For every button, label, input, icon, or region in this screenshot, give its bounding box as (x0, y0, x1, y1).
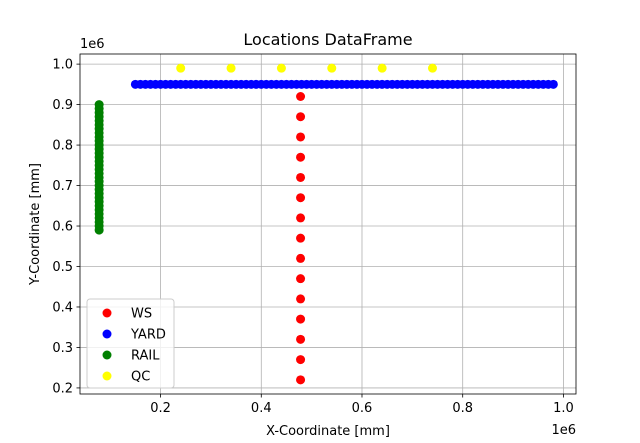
y-tick-label: 0.7 (52, 179, 73, 194)
ws-point (296, 152, 306, 162)
legend-marker-ws (102, 308, 112, 318)
y-tick-label: 0.5 (52, 260, 73, 275)
legend-label-ws: WS (131, 307, 152, 322)
qc-point (427, 63, 437, 73)
ws-point (296, 253, 306, 263)
y-tick-label: 0.9 (52, 98, 73, 113)
legend-label-qc: QC (131, 370, 150, 385)
ws-point (296, 334, 306, 344)
qc-point (226, 63, 236, 73)
data-points (94, 63, 558, 385)
qc-point (377, 63, 387, 73)
x-tick-label: 0.6 (352, 401, 373, 416)
legend-label-yard: YARD (130, 328, 166, 343)
ws-point (296, 172, 306, 182)
y-tick-label: 0.3 (52, 341, 73, 356)
y-tick-label: 0.8 (52, 139, 73, 154)
yard-point (548, 79, 558, 89)
ws-point (296, 233, 306, 243)
ws-point (296, 112, 306, 122)
qc-point (327, 63, 337, 73)
rail-point (94, 100, 104, 110)
y-tick-label: 1.0 (52, 58, 73, 73)
ws-point (296, 314, 306, 324)
plot-frame (79, 53, 577, 395)
x-axis-offset-text: 1e6 (551, 423, 576, 438)
axis-ticks: 0.2 0.4 0.6 0.8 1.0 0.2 0.3 0.4 0.5 0.6 0.7 0.8 0.9 1… (52, 58, 573, 416)
legend-box (86, 298, 175, 389)
ws-point (296, 274, 306, 284)
legend-marker-yard (102, 329, 112, 339)
ws-point (296, 193, 306, 203)
legend-marker-qc (102, 371, 112, 381)
legend-marker-rail (102, 350, 112, 360)
y-axis-label: Y-Coordinate [mm] (28, 163, 43, 286)
y-tick-label: 0.6 (52, 220, 73, 235)
y-tick-label: 0.4 (52, 300, 73, 315)
x-tick-label: 0.8 (452, 401, 473, 416)
x-tick-label: 0.2 (150, 401, 171, 416)
chart-title: Locations DataFrame (243, 30, 412, 49)
ws-point (296, 294, 306, 304)
y-tick-label: 0.2 (52, 381, 73, 396)
x-tick-label: 0.4 (251, 401, 272, 416)
ws-point (296, 132, 306, 142)
ws-point (296, 213, 306, 223)
legend: WS YARD RAIL QC (86, 298, 175, 389)
x-tick-label: 1.0 (553, 401, 574, 416)
ws-point (296, 375, 306, 385)
qc-point (176, 63, 186, 73)
qc-point (276, 63, 286, 73)
ws-point (296, 92, 306, 101)
x-axis-label: X-Coordinate [mm] (266, 424, 390, 439)
y-axis-offset-text: 1e6 (80, 37, 105, 52)
legend-label-rail: RAIL (131, 349, 160, 364)
ws-point (296, 355, 306, 365)
